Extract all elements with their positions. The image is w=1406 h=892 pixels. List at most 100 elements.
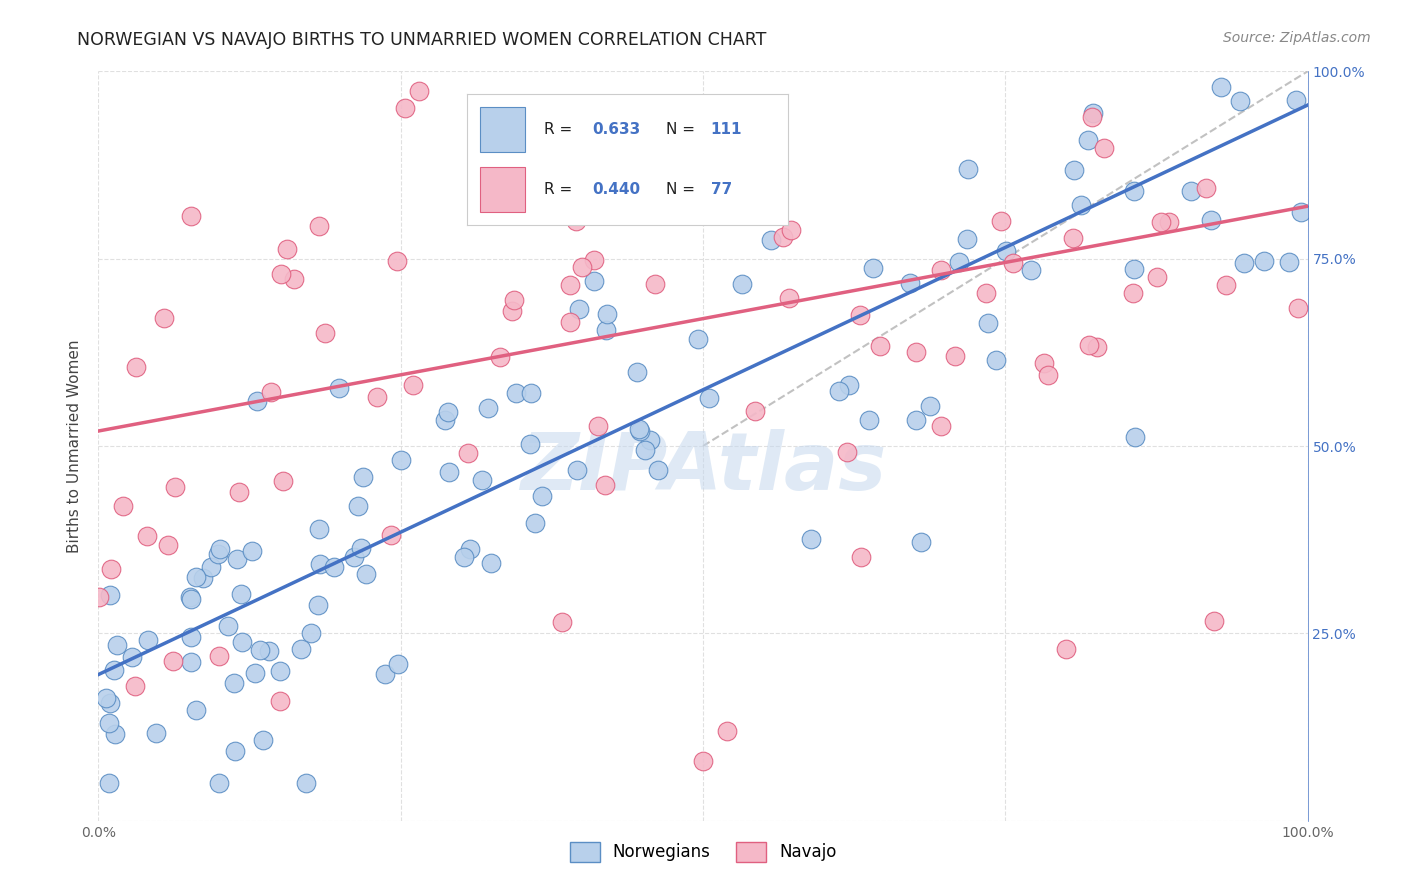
Point (1211, 80, 1233, 95)
Point (583, 252, 606, 267)
Point (98, 776, 121, 790)
Point (125, 360, 148, 375)
Point (89, 591, 111, 605)
Point (849, 308, 872, 322)
Point (180, 209, 202, 223)
Point (180, 592, 202, 607)
Point (477, 401, 499, 415)
Point (180, 655, 202, 669)
Point (759, 233, 782, 247)
Point (342, 549, 364, 564)
Point (208, 542, 231, 557)
Point (1070, 198, 1092, 212)
Point (626, 365, 648, 379)
Point (217, 619, 239, 633)
Point (374, 667, 396, 681)
Point (994, 244, 1017, 258)
Point (634, 443, 657, 458)
Point (567, 463, 589, 477)
Point (929, 262, 952, 277)
Point (314, 326, 336, 341)
Point (595, 323, 617, 337)
Point (582, 273, 605, 287)
Point (380, 528, 402, 542)
Point (644, 277, 666, 291)
Point (257, 644, 280, 658)
Point (1215, 277, 1237, 292)
Point (1150, 215, 1173, 229)
Point (208, 776, 231, 790)
Point (402, 377, 425, 392)
Point (1202, 614, 1225, 628)
Point (222, 676, 245, 690)
Point (520, 386, 543, 401)
Point (308, 219, 330, 233)
Point (354, 567, 377, 582)
Point (910, 535, 932, 549)
Point (716, 723, 738, 738)
Point (765, 173, 787, 187)
Point (1278, 255, 1301, 269)
Point (479, 27, 502, 41)
Point (208, 648, 231, 663)
Point (688, 332, 710, 346)
Point (1122, 184, 1144, 198)
Point (103, 663, 125, 677)
Point (956, 232, 979, 246)
Point (647, 463, 669, 477)
Text: ZIPAtlas: ZIPAtlas (520, 429, 886, 508)
Point (1122, 262, 1144, 277)
Point (471, 473, 494, 487)
Point (260, 385, 283, 400)
Point (489, 351, 512, 365)
Point (1033, 356, 1056, 370)
Point (849, 549, 872, 564)
Point (904, 413, 927, 427)
Point (505, 386, 527, 401)
Point (501, 304, 523, 318)
Point (322, 560, 344, 574)
Point (780, 222, 803, 236)
Point (100, 562, 122, 576)
Point (628, 424, 651, 438)
Point (1180, 184, 1202, 198)
Point (1122, 285, 1144, 300)
Point (630, 172, 652, 186)
Point (920, 399, 942, 413)
Point (184, 570, 207, 584)
Point (308, 522, 330, 536)
Text: Source: ZipAtlas.com: Source: ZipAtlas.com (1223, 31, 1371, 45)
Point (638, 434, 661, 448)
Point (283, 272, 305, 286)
Point (1019, 263, 1042, 277)
Point (931, 419, 953, 434)
Point (460, 541, 482, 556)
Point (436, 405, 458, 419)
Point (558, 315, 581, 329)
Point (800, 532, 823, 546)
Point (827, 384, 849, 399)
Point (105, 638, 128, 652)
Point (502, 293, 524, 308)
Point (309, 557, 332, 571)
Point (627, 422, 650, 436)
Point (457, 445, 479, 459)
Point (1062, 231, 1084, 245)
Point (531, 489, 554, 503)
Point (276, 242, 298, 256)
Point (387, 253, 409, 268)
Text: NORWEGIAN VS NAVAJO BIRTHS TO UNMARRIED WOMEN CORRELATION CHART: NORWEGIAN VS NAVAJO BIRTHS TO UNMARRIED … (77, 31, 766, 49)
Point (560, 277, 582, 292)
Point (299, 626, 322, 640)
Point (157, 538, 180, 552)
Point (1157, 215, 1180, 229)
Point (905, 344, 928, 359)
Point (366, 391, 388, 405)
Point (568, 301, 591, 316)
Point (1233, 256, 1256, 270)
Point (135, 529, 157, 543)
Point (869, 338, 891, 352)
Point (1199, 213, 1222, 227)
Point (387, 657, 409, 671)
Point (136, 633, 159, 648)
